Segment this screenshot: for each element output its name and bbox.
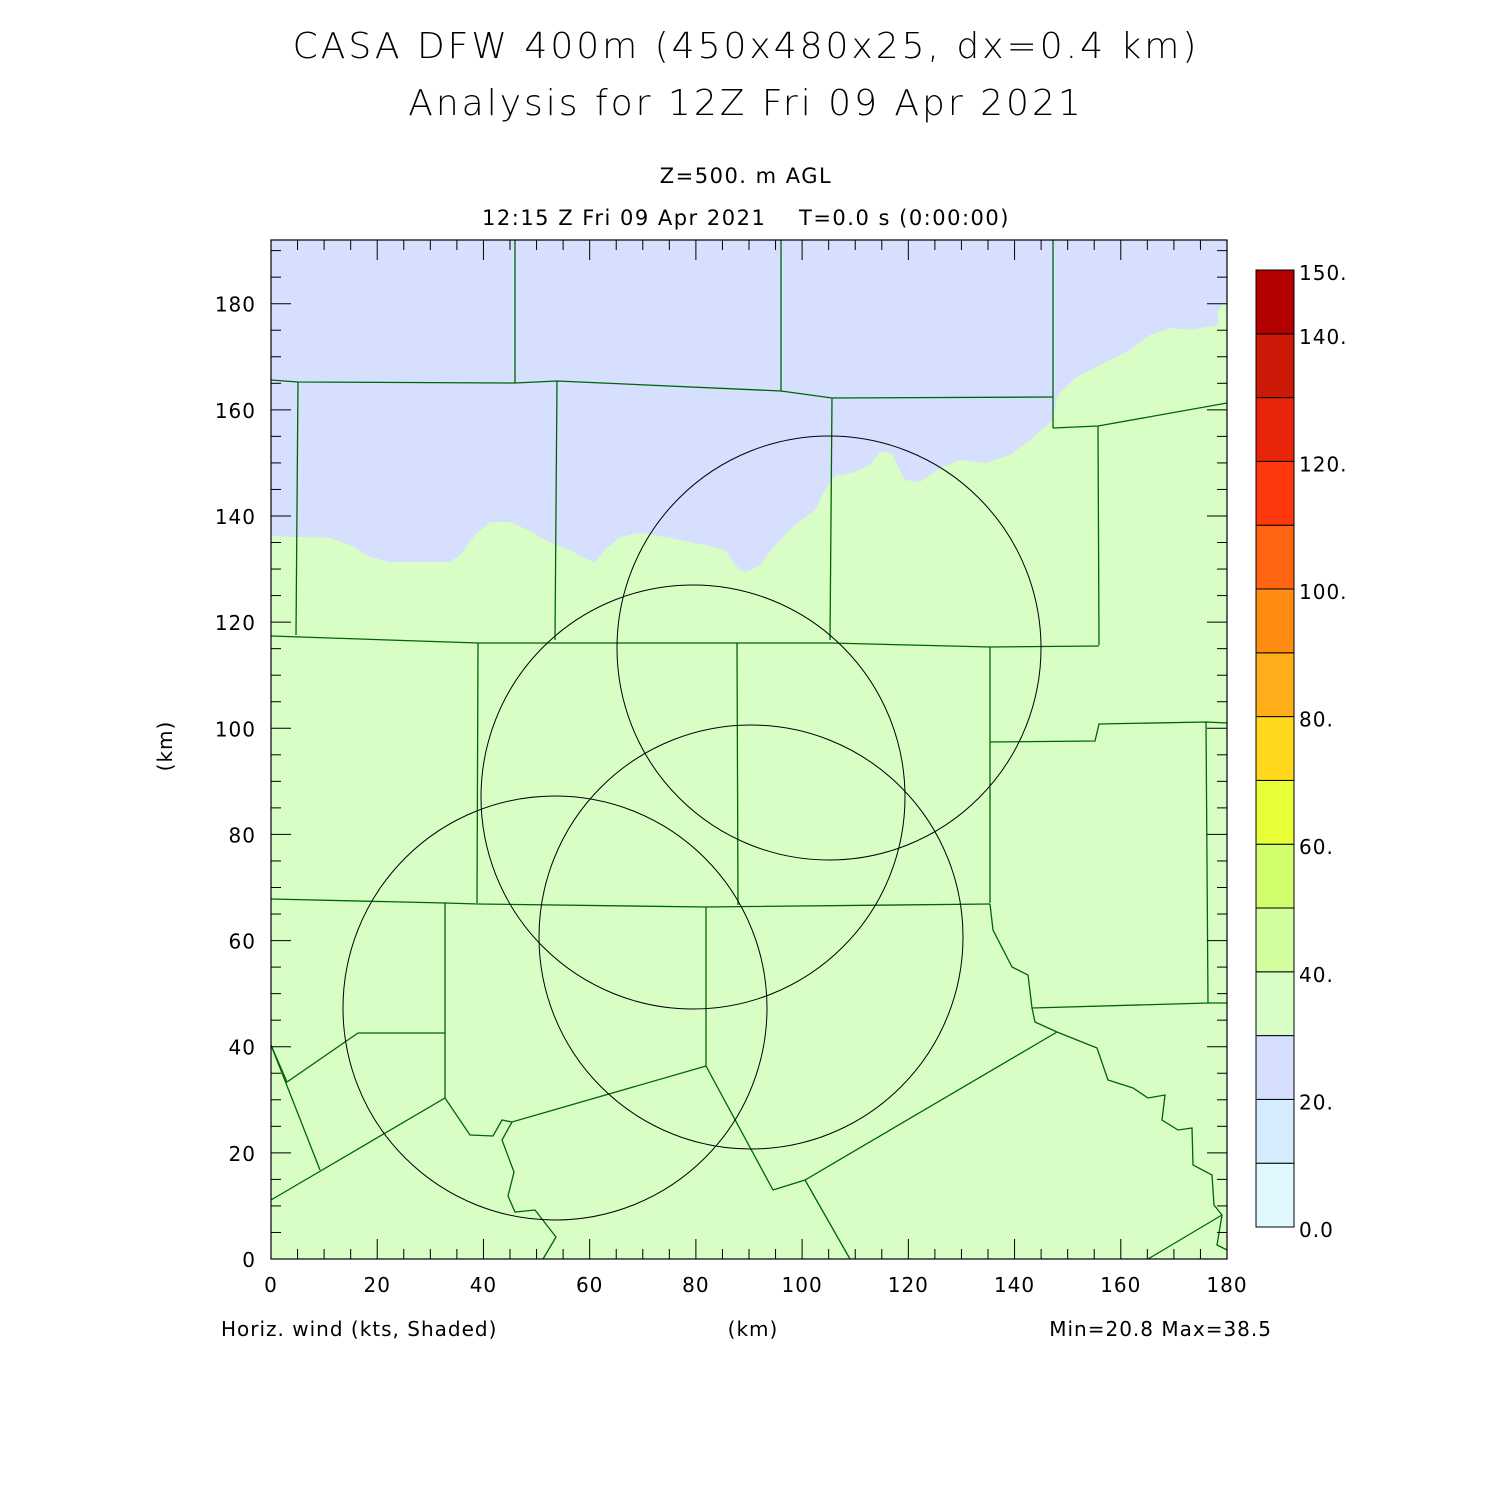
chart-title: CASA DFW 400m (450x480x25, dx=0.4 km) bbox=[293, 26, 1200, 67]
colorbar-swatch bbox=[1255, 524, 1295, 590]
colorbar-swatch bbox=[1255, 269, 1295, 335]
range-ring bbox=[480, 584, 906, 1010]
colorbar-swatch bbox=[1255, 397, 1295, 462]
y-tick-label: 0 bbox=[242, 1248, 256, 1272]
colorbar-swatch bbox=[1255, 588, 1295, 654]
range-ring bbox=[342, 795, 768, 1221]
x-axis-labels: 0 20 40 60 80 100 120 140 160 180 bbox=[264, 1273, 1247, 1297]
shaded-region-20-30 bbox=[271, 240, 1227, 573]
minmax-label: Min=20.8 Max=38.5 bbox=[1049, 1317, 1272, 1341]
colorbar-label: 0.0 bbox=[1299, 1218, 1334, 1242]
x-tick-label: 80 bbox=[682, 1273, 709, 1297]
x-axis-label: (km) bbox=[728, 1317, 779, 1341]
colorbar-swatch bbox=[1255, 1035, 1295, 1100]
range-ring bbox=[616, 435, 1042, 861]
y-tick-label: 120 bbox=[215, 611, 256, 635]
colorbar-swatch bbox=[1255, 652, 1295, 718]
colorbar-swatch bbox=[1255, 843, 1295, 909]
axis-ticks bbox=[270, 240, 1228, 1260]
radar-range-rings bbox=[342, 435, 1042, 1221]
plot-frame bbox=[270, 239, 1228, 1260]
time-label: 12:15 Z Fri 09 Apr 2021 T=0.0 s (0:00:00… bbox=[482, 206, 1010, 230]
x-tick-label: 120 bbox=[888, 1273, 929, 1297]
x-tick-label: 0 bbox=[264, 1273, 278, 1297]
chart-subtitle: Analysis for 12Z Fri 09 Apr 2021 bbox=[408, 83, 1084, 124]
y-tick-label: 20 bbox=[229, 1142, 256, 1166]
colorbar-label: 40. bbox=[1299, 963, 1334, 987]
y-axis-label: (km) bbox=[153, 721, 177, 772]
colorbar: 0.0 20. 40. 60. 80. 100. 120. 140. 150. bbox=[1255, 261, 1348, 1242]
plot-area bbox=[270, 239, 1228, 1260]
x-tick-label: 140 bbox=[994, 1273, 1035, 1297]
colorbar-label: 150. bbox=[1299, 261, 1348, 285]
colorbar-swatch bbox=[1255, 460, 1295, 526]
colorbar-swatch bbox=[1255, 333, 1295, 399]
y-tick-label: 100 bbox=[215, 717, 256, 741]
colorbar-label: 140. bbox=[1299, 325, 1348, 349]
y-tick-label: 180 bbox=[215, 293, 256, 317]
colorbar-swatch bbox=[1255, 779, 1295, 845]
colorbar-swatch bbox=[1255, 716, 1295, 781]
county-boundaries bbox=[270, 240, 1228, 1260]
x-tick-label: 20 bbox=[363, 1273, 390, 1297]
y-axis-labels: 0 20 40 60 80 100 120 140 160 180 bbox=[215, 293, 256, 1272]
colorbar-label: 100. bbox=[1299, 580, 1348, 604]
x-tick-label: 180 bbox=[1206, 1273, 1247, 1297]
colorbar-label: 80. bbox=[1299, 708, 1334, 732]
y-tick-label: 40 bbox=[229, 1036, 256, 1060]
field-label: Horiz. wind (kts, Shaded) bbox=[221, 1317, 497, 1341]
level-label: Z=500. m AGL bbox=[660, 164, 833, 188]
y-tick-label: 80 bbox=[229, 823, 256, 847]
y-tick-label: 140 bbox=[215, 505, 256, 529]
colorbar-label: 20. bbox=[1299, 1090, 1334, 1114]
y-tick-label: 60 bbox=[229, 930, 256, 954]
y-tick-label: 160 bbox=[215, 399, 256, 423]
x-tick-label: 60 bbox=[576, 1273, 603, 1297]
colorbar-swatch bbox=[1255, 1162, 1295, 1228]
x-tick-label: 160 bbox=[1100, 1273, 1141, 1297]
colorbar-label: 120. bbox=[1299, 452, 1348, 476]
colorbar-label: 60. bbox=[1299, 835, 1334, 859]
x-tick-label: 40 bbox=[470, 1273, 497, 1297]
range-ring bbox=[538, 724, 964, 1150]
x-tick-label: 100 bbox=[782, 1273, 823, 1297]
colorbar-swatch bbox=[1255, 907, 1295, 973]
colorbar-swatch bbox=[1255, 971, 1295, 1037]
colorbar-swatch bbox=[1255, 1098, 1295, 1164]
